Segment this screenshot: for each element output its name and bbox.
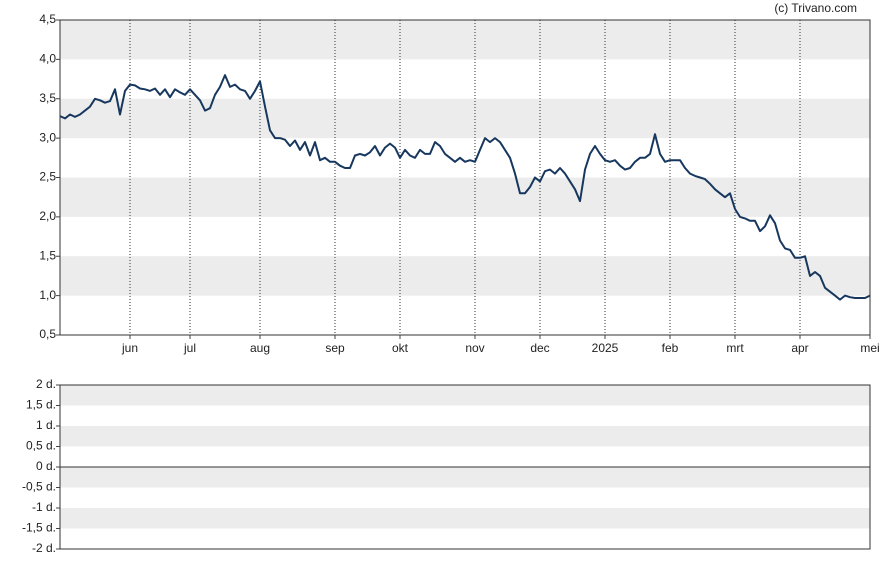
y-tick-label: 1,5 bbox=[39, 248, 56, 262]
y-tick-label: 2,5 bbox=[39, 170, 56, 184]
band bbox=[60, 20, 870, 60]
band bbox=[60, 177, 870, 217]
y-tick-label: -1,5 d. bbox=[22, 521, 56, 535]
band bbox=[60, 467, 870, 488]
x-tick-label: mei bbox=[860, 341, 879, 355]
x-tick-label: aug bbox=[250, 341, 270, 355]
y-tick-label: 2,0 bbox=[39, 209, 56, 223]
y-tick-label: 1 d. bbox=[36, 418, 56, 432]
y-tick-label: 2 d. bbox=[36, 377, 56, 391]
y-tick-label: -0,5 d. bbox=[22, 480, 56, 494]
y-tick-label: 0,5 bbox=[39, 327, 56, 341]
y-tick-label: 3,5 bbox=[39, 91, 56, 105]
x-tick-label: okt bbox=[392, 341, 409, 355]
band bbox=[60, 256, 870, 296]
x-tick-label: apr bbox=[791, 341, 808, 355]
y-tick-label: 4,0 bbox=[39, 52, 56, 66]
y-tick-label: 1,0 bbox=[39, 288, 56, 302]
x-tick-label: mrt bbox=[726, 341, 744, 355]
plot-frame bbox=[59, 384, 871, 550]
band bbox=[60, 426, 870, 447]
y-tick-label: 0,5 d. bbox=[26, 439, 56, 453]
y-tick-label: 3,0 bbox=[39, 130, 56, 144]
band bbox=[60, 98, 870, 139]
band bbox=[60, 508, 870, 529]
y-tick-label: 4,5 bbox=[39, 12, 56, 26]
credit: (c) Trivano.com bbox=[774, 1, 857, 15]
x-tick-label: sep bbox=[325, 341, 345, 355]
x-tick-label: feb bbox=[662, 341, 679, 355]
x-tick-label: jun bbox=[121, 341, 138, 355]
y-tick-label: -1 d. bbox=[32, 500, 56, 514]
price-line bbox=[59, 74, 871, 301]
x-tick-label: jul bbox=[183, 341, 196, 355]
x-tick-label: dec bbox=[530, 341, 549, 355]
y-tick-label: 1,5 d. bbox=[26, 398, 56, 412]
band bbox=[60, 385, 870, 406]
x-tick-label: nov bbox=[465, 341, 484, 355]
y-tick-label: -2 d. bbox=[32, 541, 56, 555]
plot-frame bbox=[59, 19, 871, 336]
y-tick-label: 0 d. bbox=[36, 459, 56, 473]
x-tick-label: 2025 bbox=[592, 341, 619, 355]
